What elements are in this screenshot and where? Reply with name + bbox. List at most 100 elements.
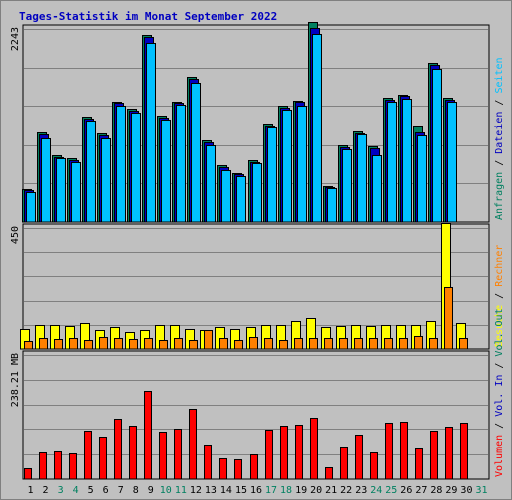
bar-seiten-day-9 [146,43,156,223]
bar-volumen-day-7 [114,419,122,480]
hits-bars [22,22,457,223]
bar-seiten-day-15 [236,176,246,223]
bar-seiten-day-16 [252,163,262,223]
bar-seiten-day-6 [101,138,111,223]
bar-volumen-day-11 [174,429,182,480]
bar-seiten-day-24 [372,155,382,223]
x-label-day-21: 21 [325,485,337,496]
bar-seiten-day-11 [176,105,186,223]
bar-seiten-day-27 [417,135,427,223]
bar-seiten-day-2 [41,138,51,223]
bar-seiten-day-4 [71,162,81,223]
bar-volumen-day-22 [340,447,348,480]
legend-separator: / [494,417,505,435]
hits-panel: 2243 Anfragen / Dateien / Seiten [10,22,505,223]
bar-rechner-day-4 [69,338,78,350]
bar-rechner-day-24 [369,338,378,350]
bar-volumen-day-16 [250,454,258,480]
volume-legend: Volumen / Vol. In / Vol. Out [494,308,505,477]
bar-seiten-day-20 [312,34,322,223]
x-label-day-12: 12 [190,485,202,496]
bar-volumen-day-29 [445,427,453,480]
x-label-day-24: 24 [370,485,382,496]
bar-volumen-day-13 [204,445,212,480]
legend-vol-out: Vol. Out [494,308,505,356]
bar-seiten-day-29 [447,102,457,223]
bar-rechner-day-1 [24,341,33,350]
x-label-day-14: 14 [220,485,232,496]
bar-volumen-day-10 [159,432,167,480]
visits-bars [20,223,468,350]
legend-separator: / [494,357,505,375]
bar-rechner-day-19 [294,338,303,350]
x-label-day-19: 19 [295,485,307,496]
x-axis-day-labels: 1 2 3 4 5 6 7 8 9 10 11 12 13 14 15 16 17 18 19 20 21 22 23 24 2… [28,485,488,496]
x-label-day-26: 26 [400,485,412,496]
visits-legend: Besuche / Rechner [494,245,505,347]
x-label-day-10: 10 [160,485,172,496]
legend-separator: / [494,287,505,305]
legend-besuche: Besuche [494,305,505,347]
bar-seiten-day-18 [282,110,292,223]
bar-volumen-day-18 [280,426,288,480]
bar-seiten-day-1 [26,192,36,223]
bar-rechner-day-15 [234,340,243,350]
bar-volumen-day-27 [415,448,423,480]
bar-volumen-day-25 [385,423,393,480]
x-label-day-13: 13 [205,485,217,496]
bar-rechner-day-3 [54,339,63,350]
x-label-day-17: 17 [265,485,277,496]
bar-volumen-day-20 [310,418,318,480]
x-label-day-29: 29 [445,485,457,496]
x-label-day-25: 25 [385,485,397,496]
bar-rechner-day-22 [339,338,348,350]
x-label-day-9: 9 [148,485,154,496]
x-label-day-22: 22 [340,485,352,496]
volume-bars [24,391,468,480]
bar-volumen-day-24 [370,452,378,480]
x-label-day-3: 3 [58,485,64,496]
bar-rechner-day-7 [114,338,123,350]
bar-volumen-day-3 [54,451,62,480]
bar-rechner-day-27 [414,336,423,350]
bar-volumen-day-17 [265,430,273,480]
x-label-day-16: 16 [250,485,262,496]
bar-volumen-day-8 [129,426,137,480]
bar-volumen-day-23 [355,435,363,480]
bar-rechner-day-21 [324,338,333,350]
bar-seiten-day-19 [297,106,307,223]
bar-rechner-day-18 [279,340,288,350]
visits-panel: 450 Besuche / Rechner [10,223,505,350]
bar-rechner-day-30 [459,338,468,350]
bar-seiten-day-5 [86,121,96,223]
x-label-day-2: 2 [43,485,49,496]
volume-panel: 238.21 MB Volumen / Vol. In / Vol. Out [10,308,505,480]
bar-volumen-day-4 [69,453,77,480]
bar-seiten-day-22 [342,149,352,223]
volume-ytick-label: 238.21 MB [10,353,21,407]
chart-title: Tages-Statistik im Monat September 2022 [19,10,277,23]
x-label-day-1: 1 [28,485,34,496]
bar-rechner-day-9 [144,338,153,350]
legend-vol-in: Vol. In [494,375,505,417]
legend-anfragen: Anfragen [494,172,505,220]
bar-rechner-day-23 [354,338,363,350]
bar-rechner-day-6 [99,337,108,350]
bar-rechner-day-17 [264,338,273,350]
bar-volumen-day-21 [325,467,333,480]
bar-rechner-day-13 [204,330,213,350]
bar-rechner-day-26 [399,338,408,350]
bar-seiten-day-25 [387,102,397,223]
bar-seiten-day-3 [56,158,66,223]
bar-rechner-day-14 [219,338,228,350]
bar-seiten-day-26 [402,99,412,223]
bar-rechner-day-5 [84,340,93,350]
bar-seiten-day-8 [131,113,141,223]
x-label-day-31: 31 [475,485,487,496]
x-label-day-15: 15 [235,485,247,496]
x-label-day-30: 30 [460,485,472,496]
bar-seiten-day-12 [191,83,201,223]
x-label-day-28: 28 [430,485,442,496]
x-label-day-20: 20 [310,485,322,496]
